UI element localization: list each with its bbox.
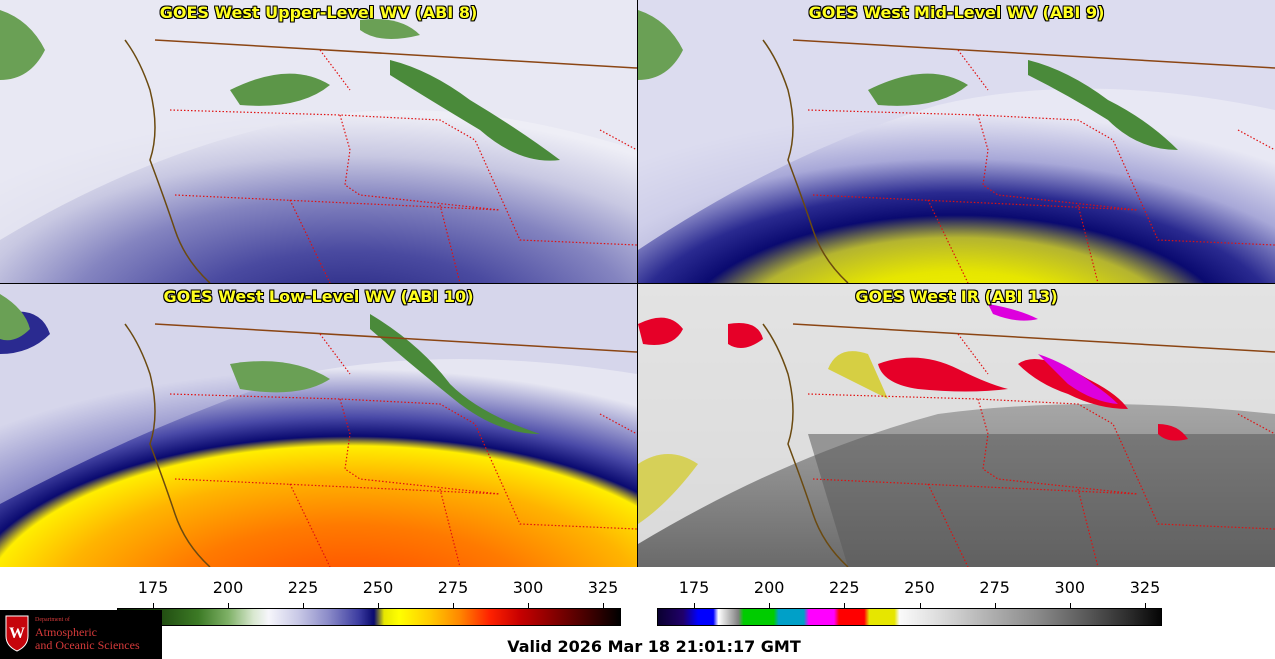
ir-colorbar-tick-label: 275: [979, 578, 1010, 597]
ir-colorbar-tick-mark: [694, 603, 695, 608]
aos-logo: W Department of Atmospheric and Oceanic …: [0, 610, 162, 659]
wv-colorbar-tick-label: 250: [362, 578, 394, 597]
wv-low-image: [0, 284, 637, 567]
uw-shield-icon: W: [5, 615, 29, 652]
ir-colorbar-tick-mark: [1069, 603, 1071, 608]
wv-upper-image: [0, 0, 637, 283]
panel-upper-level-wv: GOES West Upper-Level WV (ABI 8): [0, 0, 637, 283]
wv-colorbar-tick-label: 275: [437, 578, 469, 597]
wv-mid-image: [638, 0, 1275, 283]
logo-line-2: and Oceanic Sciences: [35, 638, 140, 652]
wv-colorbar-tick-mark: [453, 603, 454, 608]
panel-divider-horizontal: [0, 283, 1275, 284]
wv-colorbar-tick-label: 175: [137, 578, 169, 597]
wv-colorbar-tick-mark: [378, 603, 379, 608]
ir-colorbar-tick-label: 325: [1129, 578, 1161, 597]
svg-text:W: W: [9, 625, 25, 642]
ir-colorbar: [657, 608, 1162, 626]
ir-image: [638, 284, 1275, 567]
panel-ir: GOES West IR (ABI 13): [638, 284, 1275, 567]
ir-colorbar-tick-label: 175: [678, 578, 710, 597]
valid-time: Valid 2026 Mar 18 21:01:17 GMT: [507, 637, 801, 656]
wv-colorbar-tick-label: 300: [512, 578, 544, 597]
wv-colorbar-tick-label: 200: [212, 578, 244, 597]
ir-colorbar-tick-label: 250: [904, 578, 935, 597]
logo-line-1: Atmospheric: [35, 625, 97, 639]
ir-colorbar-tick-label: 225: [829, 578, 860, 597]
wv-colorbar-tick-mark: [303, 603, 304, 608]
wv-colorbar-tick-label: 325: [587, 578, 619, 597]
ir-colorbar-tick-mark: [1145, 603, 1146, 608]
panel-mid-level-wv: GOES West Mid-Level WV (ABI 9): [638, 0, 1275, 283]
wv-colorbar-tick-label: 225: [287, 578, 319, 597]
ir-colorbar-tick-mark: [994, 603, 996, 608]
logo-dept-text: Department of: [35, 617, 70, 623]
wv-colorbar-tick-mark: [153, 603, 154, 608]
ir-colorbar-tick-mark: [844, 603, 846, 608]
panel-low-level-wv: GOES West Low-Level WV (ABI 10): [0, 284, 637, 567]
wv-colorbar-tick-mark: [603, 603, 604, 608]
wv-colorbar-tick-mark: [228, 603, 229, 608]
wv-colorbar: [117, 608, 621, 626]
ir-colorbar-tick-label: 200: [753, 578, 785, 597]
ir-colorbar-tick-mark: [919, 603, 921, 608]
wv-colorbar-tick-mark: [528, 603, 529, 608]
ir-colorbar-tick-label: 300: [1054, 578, 1086, 597]
ir-colorbar-tick-mark: [769, 603, 771, 608]
